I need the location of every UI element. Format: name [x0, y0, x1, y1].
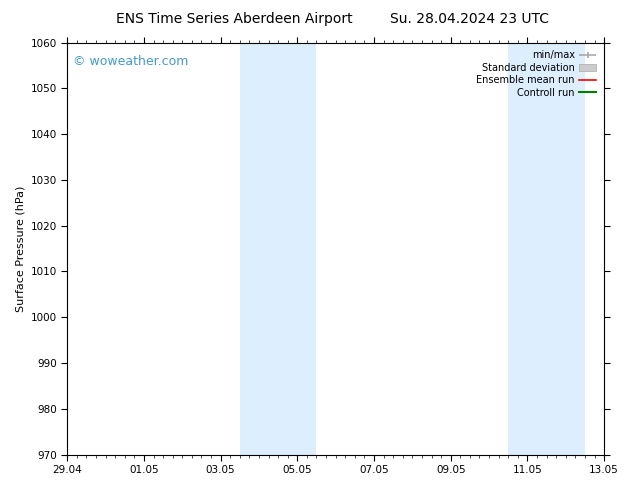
Y-axis label: Surface Pressure (hPa): Surface Pressure (hPa): [15, 185, 25, 312]
Bar: [508, 43, 585, 455]
Text: © woweather.com: © woweather.com: [72, 55, 188, 68]
Text: ENS Time Series Aberdeen Airport: ENS Time Series Aberdeen Airport: [116, 12, 353, 26]
Legend: min/max, Standard deviation, Ensemble mean run, Controll run: min/max, Standard deviation, Ensemble me…: [474, 48, 599, 100]
Text: Su. 28.04.2024 23 UTC: Su. 28.04.2024 23 UTC: [390, 12, 548, 26]
Bar: [240, 43, 316, 455]
